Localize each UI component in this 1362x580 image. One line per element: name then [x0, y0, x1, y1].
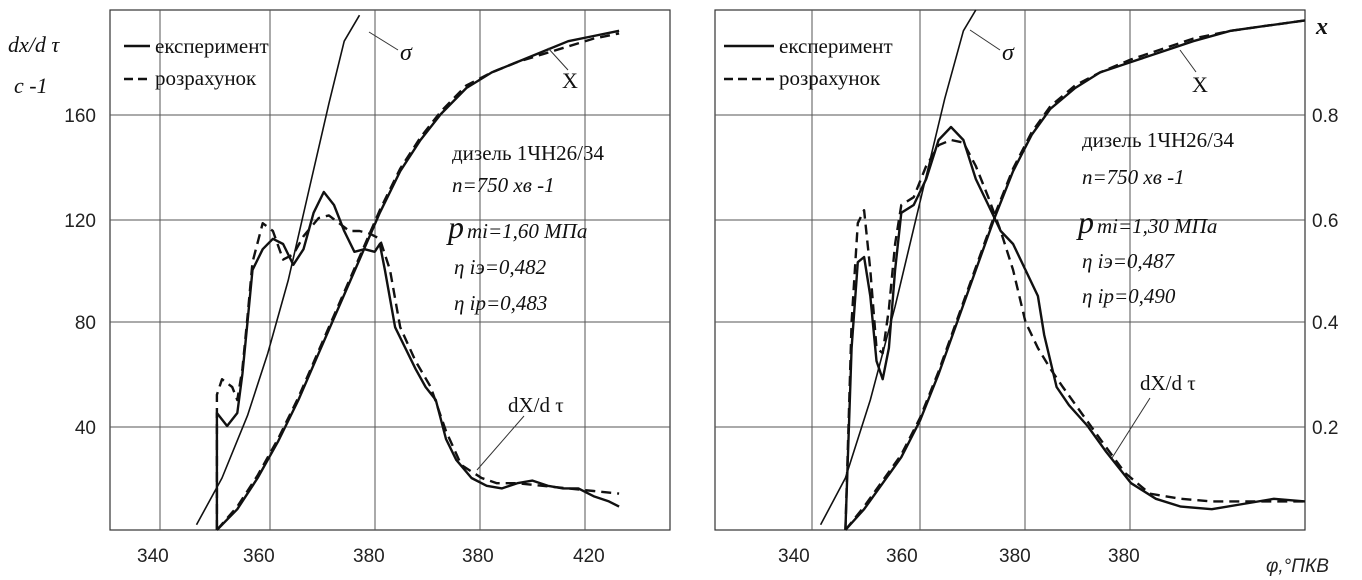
x-tick-label: 380 — [999, 546, 1031, 567]
x-tick-label: 340 — [137, 546, 169, 567]
x-tick-label: 360 — [243, 546, 275, 567]
left-y-axis-label: dx/d τ — [8, 32, 60, 57]
left-x-curve-label: X — [562, 68, 578, 93]
left-series-group — [195, 14, 620, 531]
series-line-x-solid — [844, 19, 1306, 531]
right-pmi-p: p — [1076, 204, 1094, 240]
left-y-axis-unit: с -1 — [14, 73, 48, 98]
series-line-x-dashed — [215, 32, 620, 531]
right-x-axis-label: φ,°ПКВ — [1266, 556, 1329, 577]
series-line-rate-solid — [215, 190, 620, 530]
right-y-axis-label: x — [1315, 14, 1328, 40]
series-line-x-dashed — [844, 19, 1306, 531]
left-eta-e: η iэ=0,482 — [454, 255, 547, 279]
right-rate-curve-label: dX/d τ — [1140, 371, 1196, 395]
series-line-sigma-solid — [195, 14, 361, 526]
y-tick-label: 120 — [64, 211, 96, 232]
right-panel: 340 360 380 380 0.8 0.6 0.4 0.2 x експеримент р… — [714, 9, 1339, 577]
series-line-sigma-solid — [819, 9, 977, 526]
series-line-rate-solid — [844, 125, 1306, 531]
right-tick-labels: 340 360 380 380 0.8 0.6 0.4 0.2 — [778, 106, 1339, 567]
y-tick-label: 0.8 — [1312, 106, 1338, 127]
right-sigma-label: σ — [1002, 40, 1015, 66]
x-tick-label: 340 — [778, 546, 810, 567]
series-line-rate-dashed — [844, 138, 1305, 531]
x-tick-label: 360 — [886, 546, 918, 567]
left-gridlines — [110, 10, 670, 530]
left-speed-label: n=750 хв -1 — [452, 173, 555, 197]
left-engine-label: дизель 1ЧН26/34 — [452, 141, 604, 165]
y-tick-label: 40 — [75, 418, 96, 439]
left-rate-curve-label: dX/d τ — [508, 393, 564, 417]
series-line-x-solid — [216, 29, 620, 531]
left-pmi-value: mi=1,60 МПа — [467, 219, 587, 243]
right-engine-label: дизель 1ЧН26/34 — [1082, 128, 1234, 152]
x-tick-label: 380 — [1108, 546, 1140, 567]
left-panel: 340 360 380 380 420 160 120 80 40 dx/d τ с -1 ек… — [8, 9, 671, 567]
right-x-curve-label: X — [1192, 72, 1208, 97]
left-legend-solid-label: експеримент — [155, 34, 269, 58]
x-tick-label: 380 — [462, 546, 494, 567]
x-tick-label: 380 — [353, 546, 385, 567]
left-eta-r: η ip=0,483 — [454, 291, 547, 315]
right-legend-solid-label: експеримент — [779, 34, 893, 58]
right-eta-r: η ip=0,490 — [1082, 284, 1176, 308]
y-tick-label: 80 — [75, 313, 96, 334]
right-legend-dashed-label: розрахунок — [779, 66, 881, 90]
right-pmi-value: mi=1,30 МПа — [1097, 214, 1217, 238]
right-speed-label: n=750 хв -1 — [1082, 165, 1185, 189]
left-legend-dashed-label: розрахунок — [155, 66, 257, 90]
y-tick-label: 160 — [64, 106, 96, 127]
x-tick-label: 420 — [573, 546, 605, 567]
y-tick-label: 0.4 — [1312, 313, 1339, 334]
left-tick-labels: 340 360 380 380 420 160 120 80 40 — [64, 106, 604, 567]
left-sigma-label: σ — [400, 40, 413, 66]
right-series-group — [819, 9, 1306, 531]
y-tick-label: 0.6 — [1312, 211, 1338, 232]
y-tick-label: 0.2 — [1312, 418, 1338, 439]
left-pmi-p: p — [446, 209, 464, 245]
right-eta-e: η iэ=0,487 — [1082, 249, 1176, 273]
series-line-rate-dashed — [215, 214, 620, 530]
